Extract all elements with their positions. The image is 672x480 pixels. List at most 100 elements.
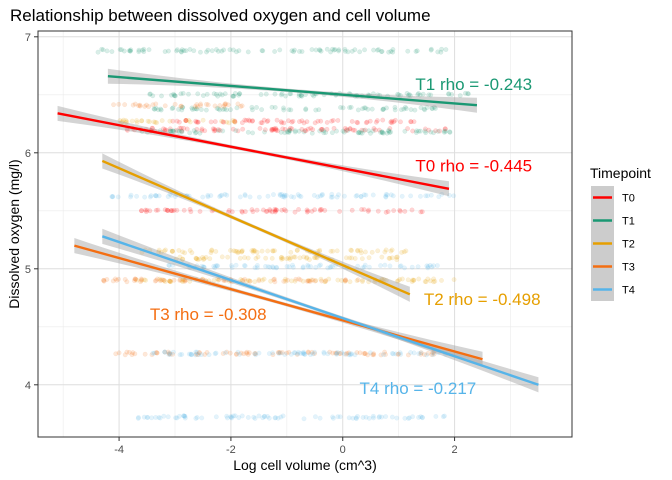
point-T1 (254, 105, 260, 110)
point-T0 (389, 120, 395, 126)
point-T2 (283, 278, 289, 284)
point-T3 (172, 101, 178, 107)
point-T2 (386, 255, 392, 261)
point-T1 (342, 46, 348, 52)
point-T2 (232, 248, 238, 254)
point-T2 (360, 277, 366, 283)
point-T4 (256, 194, 262, 200)
point-T4 (283, 193, 289, 198)
point-T3 (182, 277, 188, 283)
point-T1 (220, 107, 226, 112)
point-T1 (360, 106, 366, 112)
point-T2 (239, 248, 245, 254)
point-T1 (150, 93, 156, 99)
point-T3 (193, 351, 199, 357)
point-T4 (224, 192, 230, 198)
point-T4 (298, 194, 304, 200)
point-T3 (343, 351, 349, 357)
point-T2 (318, 276, 324, 282)
point-T1 (220, 128, 226, 134)
x-axis-title: Log cell volume (cm^3) (233, 457, 377, 473)
point-T4 (271, 192, 276, 197)
point-T4 (390, 193, 396, 199)
point-T3 (238, 350, 244, 356)
point-T4 (166, 262, 172, 268)
point-T4 (436, 194, 442, 200)
point-T1 (291, 49, 297, 55)
point-T4 (189, 352, 195, 358)
point-T4 (431, 263, 436, 269)
point-T4 (272, 415, 278, 421)
annotation-T4: T4 rho = -0.217 (360, 379, 477, 398)
point-T1 (179, 104, 185, 110)
point-T2 (177, 254, 183, 260)
point-T0 (372, 127, 378, 133)
point-T0 (290, 118, 296, 124)
fit-line-T3 (74, 244, 483, 361)
point-T0 (309, 208, 315, 214)
point-T0 (299, 126, 305, 132)
point-T1 (321, 128, 326, 134)
point-T1 (299, 49, 305, 54)
point-T1 (465, 91, 471, 97)
point-T2 (226, 120, 232, 126)
point-T1 (378, 129, 384, 135)
point-T4 (223, 350, 228, 356)
point-T4 (182, 413, 188, 419)
point-T0 (167, 126, 173, 132)
point-T4 (383, 194, 389, 200)
point-T0 (144, 207, 150, 213)
point-T1 (286, 130, 292, 136)
point-T3 (362, 351, 368, 357)
point-T4 (170, 262, 175, 268)
point-T1 (214, 47, 219, 52)
point-T3 (418, 351, 424, 357)
point-T1 (416, 128, 422, 134)
grid (38, 31, 572, 437)
point-T4 (424, 263, 430, 269)
point-T1 (283, 93, 288, 99)
point-T4 (153, 193, 159, 199)
point-T1 (191, 48, 197, 54)
point-T1 (194, 106, 200, 112)
point-T4 (418, 193, 423, 199)
point-T1 (287, 127, 292, 133)
point-T3 (137, 103, 143, 109)
point-T4 (327, 265, 333, 270)
point-T3 (294, 352, 300, 357)
point-T2 (158, 277, 164, 283)
point-T1 (345, 49, 351, 55)
point-T1 (174, 48, 180, 54)
point-T0 (188, 209, 194, 215)
point-T1 (230, 47, 236, 53)
point-T0 (324, 126, 330, 132)
annotations: T0 rho = -0.445 T1 rho = -0.243 T2 rho = -… (150, 75, 541, 398)
point-T0 (265, 118, 271, 124)
point-T3 (319, 278, 325, 284)
point-T0 (359, 207, 365, 212)
point-T2 (269, 255, 275, 261)
point-T0 (344, 127, 350, 133)
point-T1 (180, 104, 186, 110)
point-T3 (304, 278, 310, 284)
point-T4 (156, 415, 162, 420)
point-T4 (451, 193, 457, 199)
point-T4 (267, 264, 273, 270)
point-T1 (342, 48, 348, 54)
point-T0 (259, 120, 265, 126)
point-T2 (200, 255, 205, 260)
point-T2 (328, 248, 334, 254)
point-T4 (440, 414, 446, 420)
point-T0 (263, 208, 269, 214)
point-T1 (166, 48, 171, 54)
point-T4 (384, 192, 390, 198)
point-T2 (423, 279, 429, 285)
point-T2 (168, 279, 173, 284)
point-T0 (322, 207, 328, 213)
point-T1 (323, 130, 329, 135)
point-T2 (180, 249, 185, 255)
point-T1 (151, 106, 157, 112)
point-T1 (158, 107, 164, 113)
point-T3 (142, 103, 148, 109)
point-T0 (177, 125, 183, 131)
